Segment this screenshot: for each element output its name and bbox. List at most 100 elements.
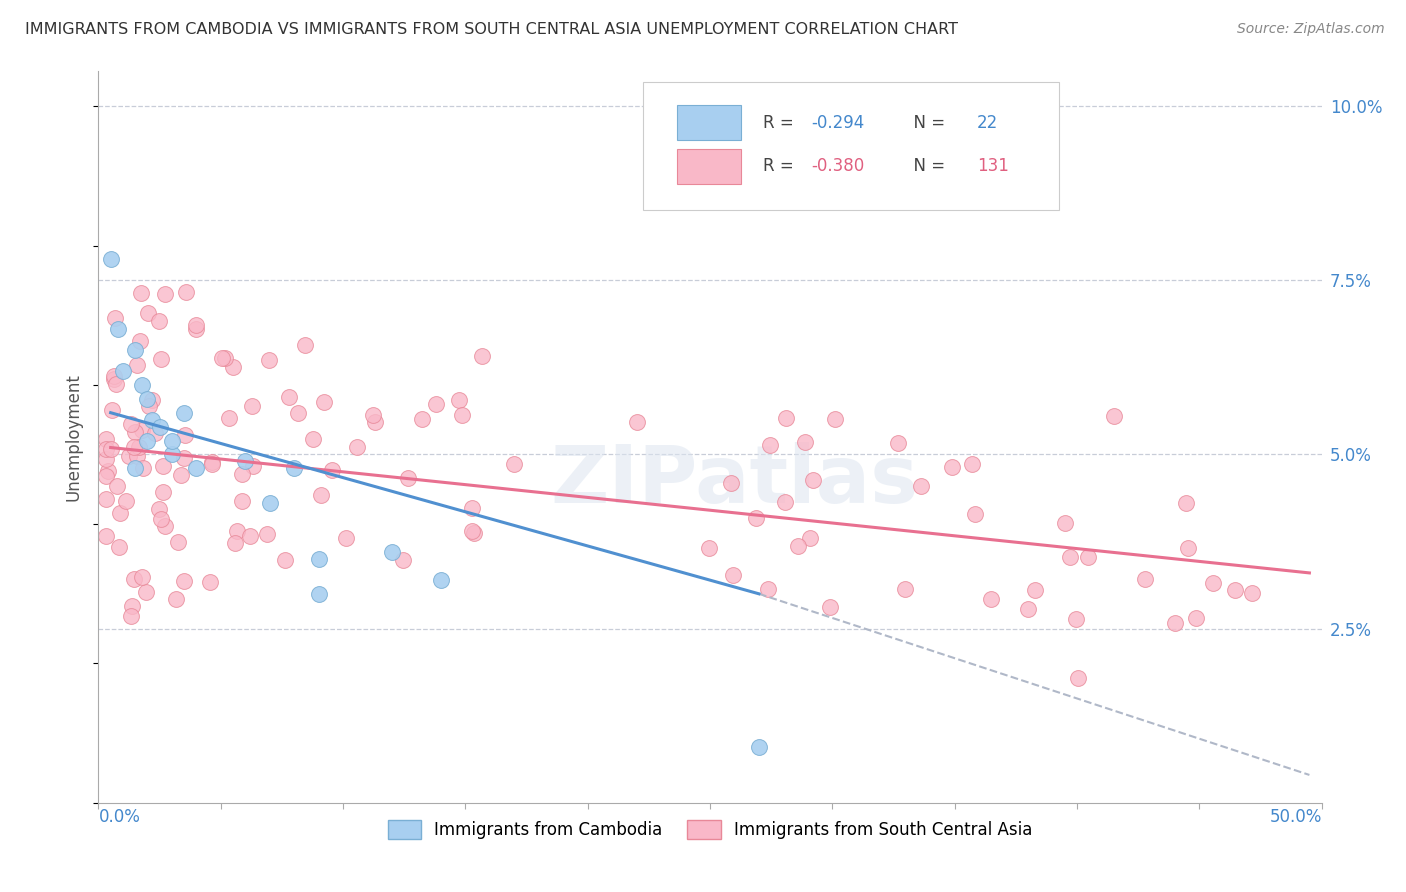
Point (201, 458, 224, 472)
Point (503, 457, 526, 471)
Point (721, 568, 744, 582)
Point (128, 440, 150, 454)
Point (173, 451, 195, 466)
Point (107, 540, 129, 554)
Point (115, 494, 138, 508)
Point (787, 539, 810, 553)
Point (108, 506, 131, 520)
Point (274, 553, 297, 567)
Point (447, 392, 470, 407)
Point (160, 434, 183, 448)
Point (125, 449, 148, 463)
Point (287, 406, 309, 420)
Point (887, 436, 910, 450)
Point (143, 426, 166, 441)
Point (396, 471, 419, 485)
Point (94, 529, 117, 543)
Point (103, 371, 125, 385)
Point (107, 322, 129, 336)
Point (131, 377, 153, 392)
Point (894, 582, 917, 596)
Point (135, 585, 157, 599)
Text: N =: N = (903, 158, 950, 176)
Text: R =: R = (762, 158, 799, 176)
Point (132, 460, 155, 475)
Y-axis label: Unemployment: Unemployment (65, 373, 83, 501)
Point (1064, 612, 1087, 626)
Point (963, 507, 986, 521)
Point (153, 286, 176, 301)
Point (150, 511, 173, 525)
Point (941, 459, 963, 474)
Point (218, 411, 240, 425)
Point (294, 337, 316, 351)
Point (118, 449, 141, 463)
Point (1067, 671, 1090, 685)
Point (312, 395, 335, 409)
Point (720, 475, 742, 490)
Point (211, 351, 233, 366)
Point (169, 467, 191, 482)
Point (149, 419, 172, 434)
Point (461, 501, 484, 516)
Point (105, 479, 128, 493)
Point (131, 570, 153, 584)
Point (124, 343, 146, 357)
Point (104, 311, 127, 326)
Text: 131: 131 (977, 158, 1008, 176)
Text: N =: N = (903, 113, 950, 131)
Point (174, 428, 197, 442)
Point (346, 440, 368, 454)
Point (1077, 550, 1099, 565)
Point (1104, 409, 1126, 423)
Point (259, 496, 281, 510)
Point (1054, 516, 1077, 531)
Point (242, 459, 264, 474)
Point (124, 425, 146, 439)
Point (128, 334, 150, 348)
Point (149, 352, 172, 367)
Point (256, 526, 278, 541)
Point (186, 318, 208, 332)
Point (308, 552, 330, 566)
Point (94, 492, 117, 507)
Point (138, 399, 160, 413)
Point (136, 434, 159, 448)
Point (174, 285, 197, 300)
Point (697, 541, 720, 556)
Point (745, 510, 768, 524)
Point (1177, 541, 1199, 556)
Point (381, 545, 404, 559)
Point (131, 423, 153, 437)
Point (463, 526, 485, 541)
Text: 50.0%: 50.0% (1270, 808, 1322, 826)
Point (120, 609, 142, 624)
Point (173, 574, 195, 588)
Point (1164, 615, 1187, 630)
Point (186, 461, 208, 475)
Point (748, 740, 770, 755)
Point (759, 438, 782, 452)
Point (129, 286, 152, 301)
Point (392, 553, 415, 567)
Point (239, 529, 262, 543)
Point (186, 321, 208, 335)
Point (775, 410, 797, 425)
Point (910, 479, 932, 493)
Point (233, 454, 256, 468)
Point (97, 464, 120, 478)
Point (308, 587, 330, 601)
Legend: Immigrants from Cambodia, Immigrants from South Central Asia: Immigrants from Cambodia, Immigrants fro… (381, 814, 1039, 846)
Point (141, 392, 163, 407)
Point (626, 415, 648, 429)
Point (962, 457, 984, 471)
Point (225, 524, 247, 539)
Point (152, 458, 174, 473)
Point (1017, 602, 1039, 616)
Point (124, 461, 146, 475)
Text: -0.380: -0.380 (811, 158, 865, 176)
Point (94, 469, 117, 483)
Point (1059, 550, 1081, 565)
Point (321, 463, 343, 477)
Point (165, 591, 187, 606)
